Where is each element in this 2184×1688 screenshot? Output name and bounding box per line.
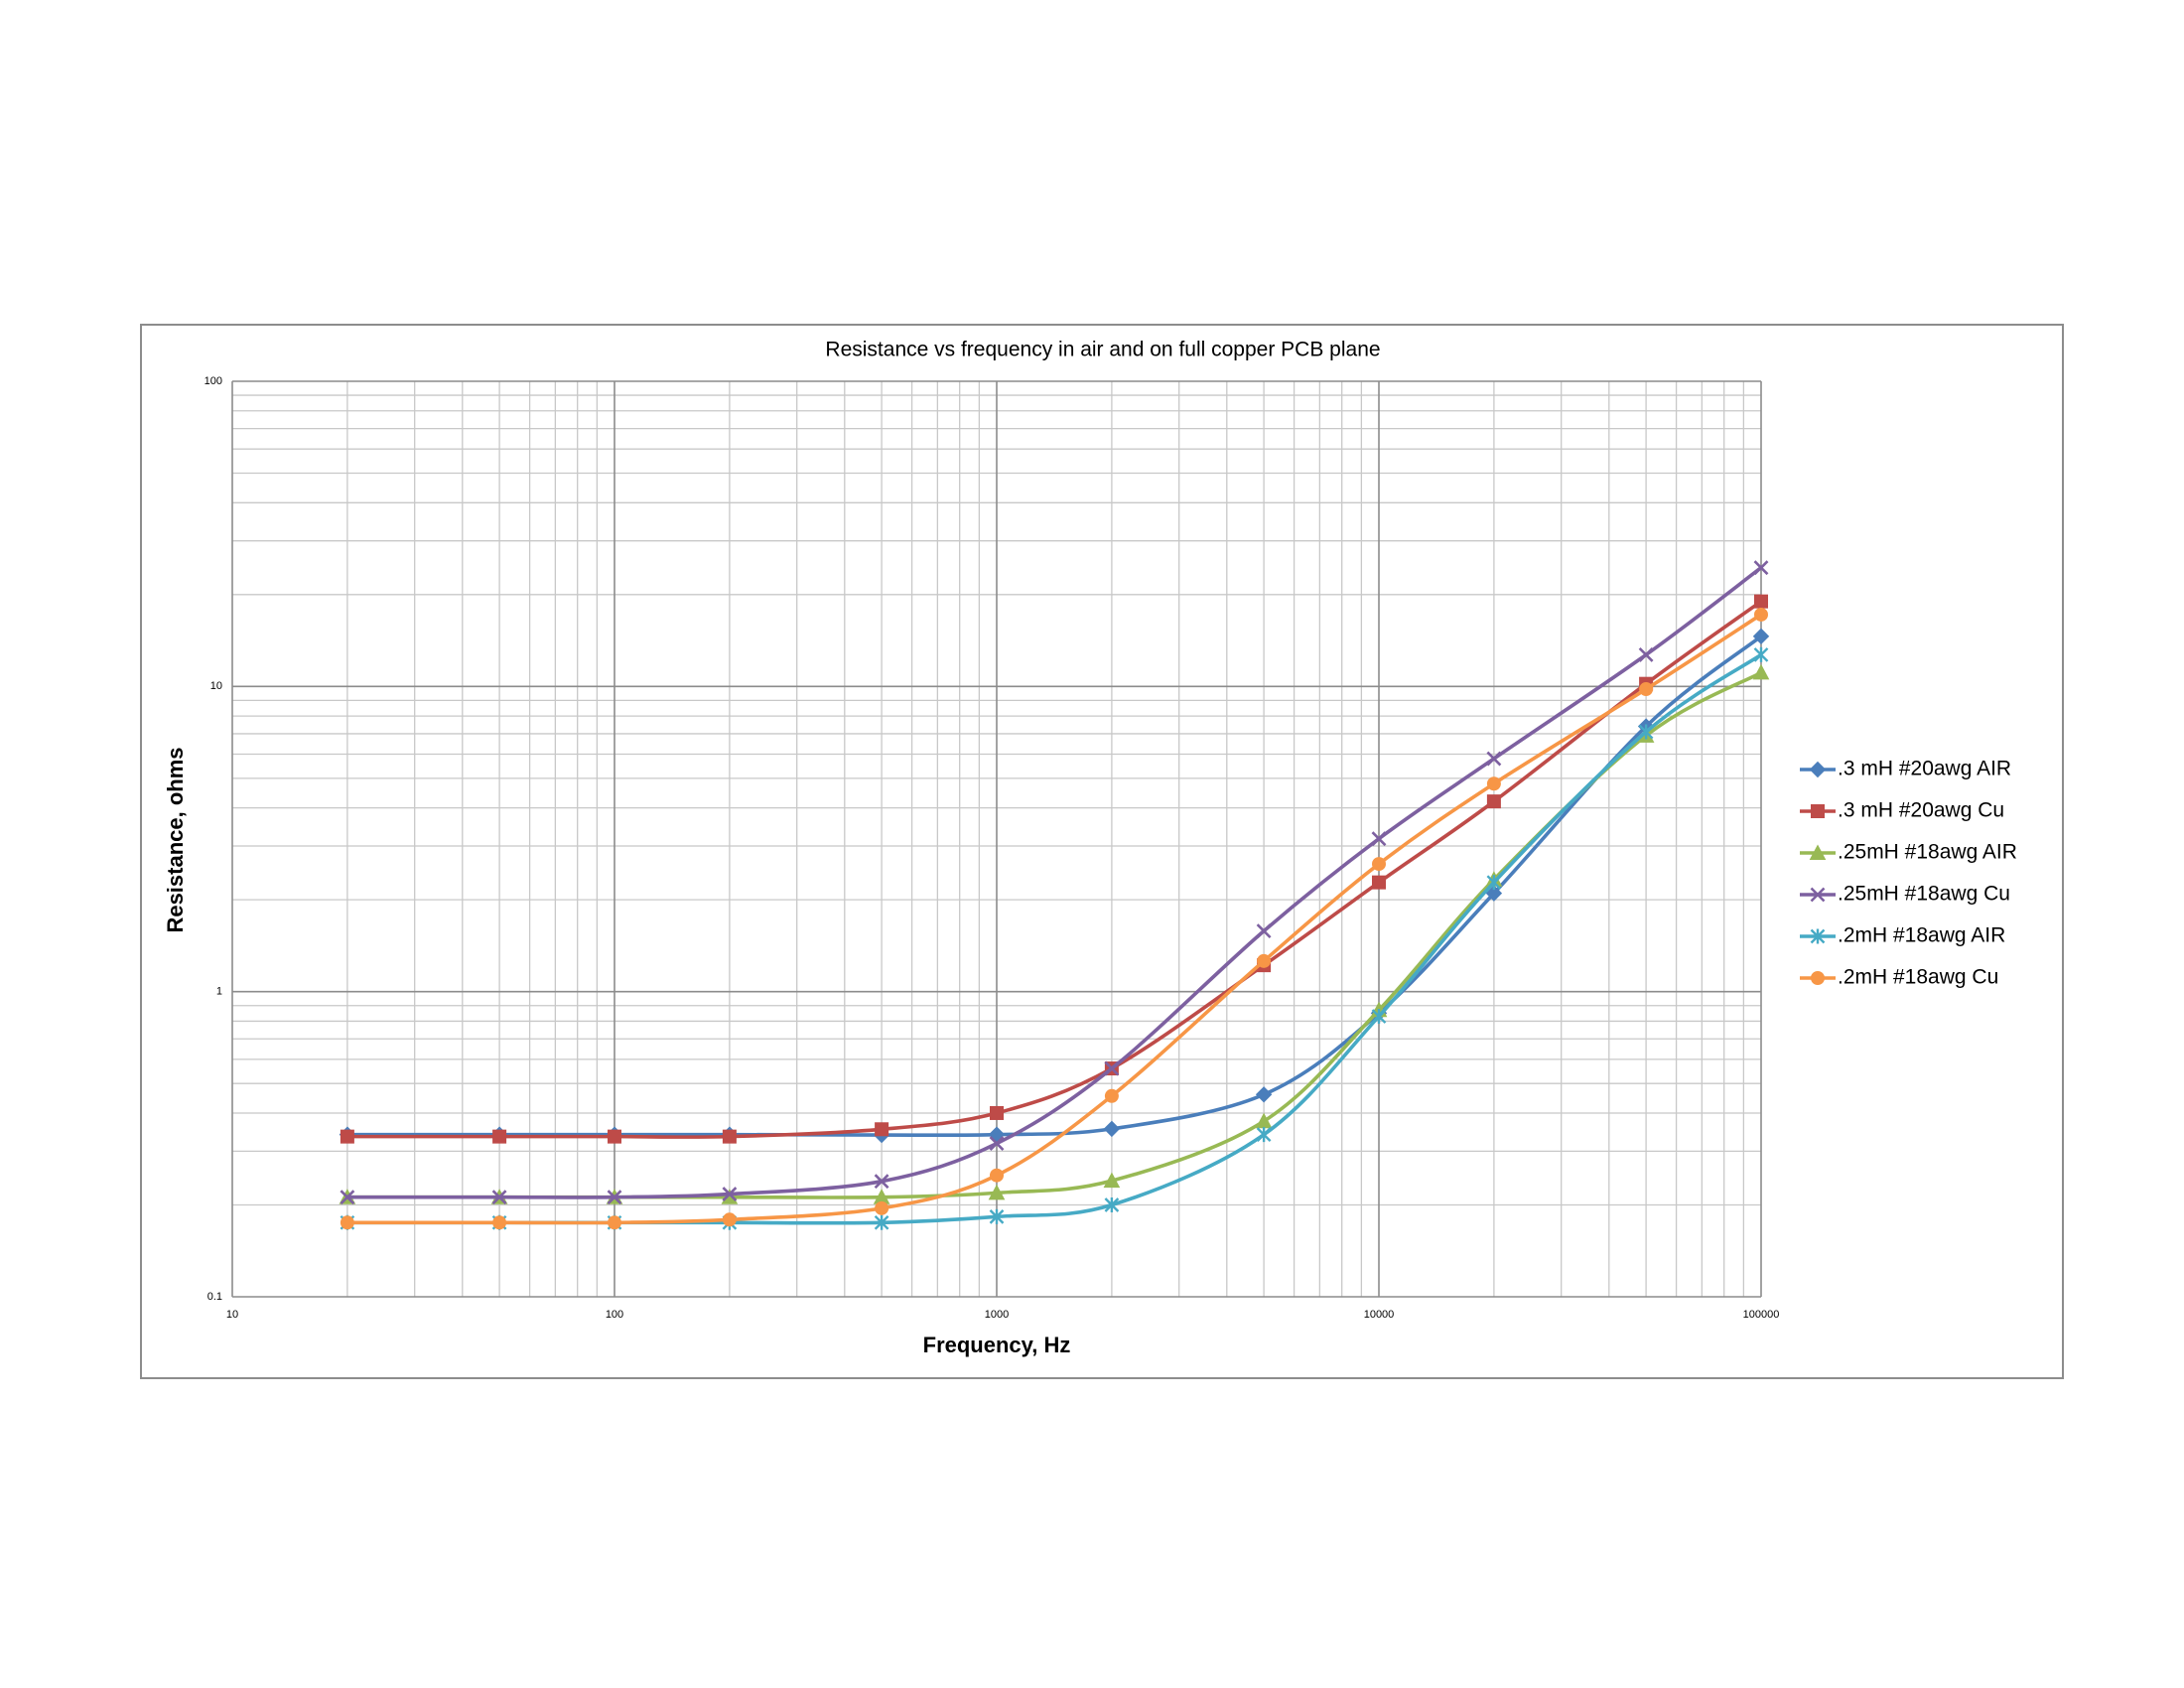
marker [874,1174,889,1190]
marker [988,1184,1006,1200]
marker [1810,887,1826,903]
y-axis-title: Resistance, ohms [163,747,188,932]
marker [492,1129,507,1144]
marker [722,1129,737,1144]
marker [1371,831,1387,847]
legend-label: .25mH #18awg Cu [1838,883,2010,906]
marker [1809,761,1827,778]
marker [1752,663,1770,680]
series [340,560,1769,1205]
marker [1753,646,1769,662]
x-tick-label: 100 [606,1309,623,1321]
marker [1810,928,1826,944]
legend-label: .3 mH #20awg AIR [1838,758,2011,780]
marker [875,1200,889,1215]
marker [1486,751,1502,767]
marker [874,1214,889,1230]
marker [1257,953,1272,968]
legend-label: .25mH #18awg AIR [1838,841,2017,864]
marker [989,1136,1005,1152]
x-tick-label: 100000 [1743,1309,1780,1321]
x-tick-label: 1000 [985,1309,1009,1321]
marker [1811,971,1825,985]
marker [1754,594,1768,609]
marker [491,1190,507,1205]
x-tick-label: 10000 [1364,1309,1395,1321]
marker [1638,724,1654,740]
marker [875,1122,889,1137]
marker [1809,844,1827,860]
marker [1372,875,1386,890]
marker [608,1215,621,1230]
series [340,607,1768,1230]
marker [340,1215,354,1230]
marker [1256,1127,1272,1143]
marker [722,1187,738,1202]
marker [990,1168,1004,1183]
y-tick-label: 10 [210,680,222,692]
x-axis-title: Frequency, Hz [923,1333,1071,1357]
marker [1639,682,1654,697]
series-line [346,600,1763,1139]
marker [608,1129,621,1144]
marker [1104,1196,1120,1212]
x-tick-label: 10 [226,1309,238,1321]
series [340,594,1768,1144]
legend-label: .2mH #18awg AIR [1838,924,2005,947]
marker [1811,804,1825,818]
marker [1753,560,1769,576]
marker [1371,1009,1387,1025]
marker [1104,1088,1119,1103]
marker [492,1215,507,1230]
marker [1256,923,1272,939]
chart-border [140,324,2064,1379]
marker [1486,776,1501,791]
marker [340,1190,355,1205]
marker [1255,1086,1273,1103]
marker [1104,1060,1120,1076]
marker [989,1208,1005,1224]
legend-label: .2mH #18awg Cu [1838,966,1998,989]
y-tick-label: 1 [216,986,222,998]
marker [1103,1172,1121,1189]
y-tick-label: 0.1 [207,1291,222,1303]
marker [1485,885,1503,902]
marker [340,1129,354,1144]
marker [1486,875,1502,891]
marker [1752,628,1770,645]
marker [1372,857,1386,872]
marker [990,1105,1004,1120]
marker [722,1212,737,1227]
chart-title: Resistance vs frequency in air and on fu… [825,339,1380,361]
marker [1103,1120,1121,1138]
y-tick-label: 100 [205,375,222,387]
marker [1754,607,1768,622]
marker [1486,794,1501,809]
marker [1638,647,1654,662]
legend-label: .3 mH #20awg Cu [1838,799,2004,822]
marker [607,1190,622,1205]
